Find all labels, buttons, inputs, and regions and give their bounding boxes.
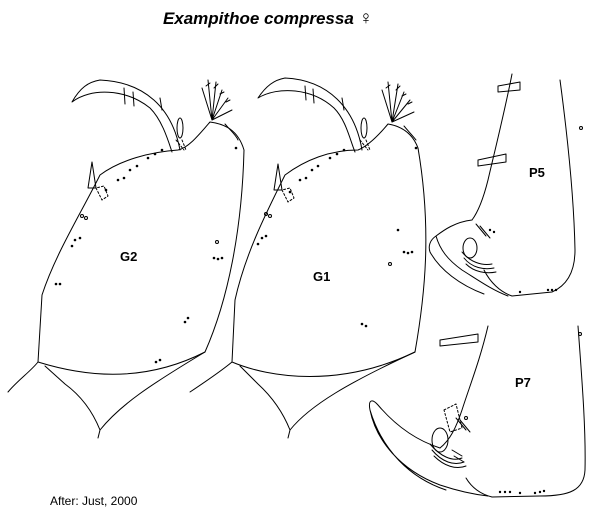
gnathopod-1-drawing [190, 78, 426, 438]
g2-basis [45, 352, 205, 438]
label-g2: G2 [120, 249, 138, 264]
figure-title: Exampithoe compressa ♀ [88, 8, 448, 30]
p7-segment [440, 326, 488, 448]
g1-carpus [190, 362, 232, 392]
g1-basis [240, 352, 415, 438]
p5-outer [484, 80, 575, 296]
label-p7: P7 [515, 375, 531, 390]
g1-propodus [232, 124, 426, 377]
label-p5: P5 [529, 165, 545, 180]
g1-dactyl [258, 78, 362, 152]
g2-carpus [8, 362, 38, 392]
g2-tubercles [54, 146, 238, 364]
pereopod-5-drawing [429, 74, 582, 296]
g2-dactyl [72, 80, 180, 152]
gnathopod-2-drawing [8, 80, 244, 438]
g1-tubercles [256, 146, 418, 328]
female-symbol: ♀ [358, 8, 374, 29]
p5-spines [488, 228, 558, 294]
pereopod-7-drawing [369, 326, 585, 497]
p7-dactyl [369, 401, 488, 496]
p7-spines [498, 489, 546, 495]
g2-propodus [38, 122, 244, 374]
p5-dactyl [429, 220, 508, 296]
source-credit: After: Just, 2000 [50, 494, 138, 508]
species-name: Exampithoe compressa [162, 9, 354, 28]
p5-segment [472, 74, 512, 220]
p7-outer [466, 326, 585, 497]
label-g1: G1 [313, 269, 331, 284]
